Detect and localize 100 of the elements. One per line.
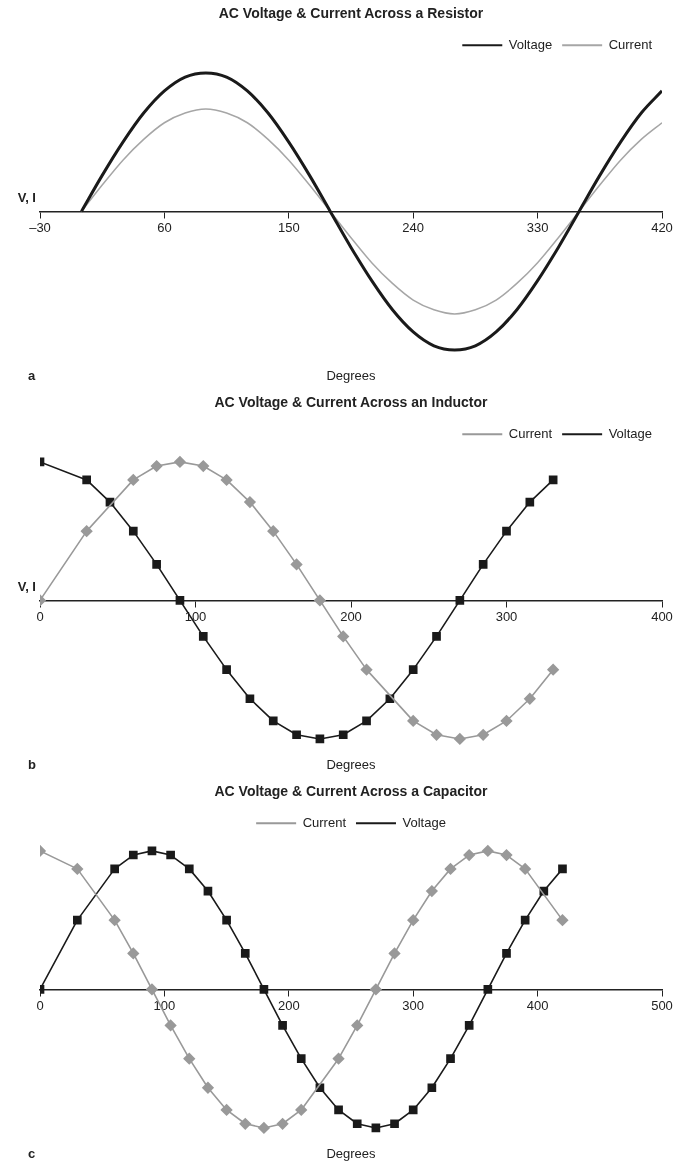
x-tick-label: 200 bbox=[340, 608, 362, 624]
point bbox=[296, 1054, 306, 1063]
point bbox=[464, 1021, 474, 1030]
x-tick-label: 100 bbox=[153, 997, 176, 1013]
point bbox=[519, 863, 531, 875]
point bbox=[432, 632, 441, 641]
point bbox=[463, 849, 475, 861]
point bbox=[278, 1021, 287, 1030]
point bbox=[220, 1104, 233, 1116]
x-tick-label: 200 bbox=[277, 997, 300, 1013]
legend-label: Current bbox=[608, 36, 653, 52]
point bbox=[239, 1117, 252, 1130]
point bbox=[267, 525, 280, 537]
point bbox=[370, 983, 382, 996]
legend-label: Voltage bbox=[508, 36, 553, 52]
point bbox=[110, 864, 119, 874]
point bbox=[482, 845, 494, 857]
point bbox=[426, 885, 438, 897]
point bbox=[408, 665, 418, 674]
x-tick-label: 500 bbox=[651, 997, 673, 1013]
point bbox=[198, 632, 208, 641]
point bbox=[407, 715, 419, 727]
point bbox=[408, 1105, 418, 1115]
x-tick-label: 330 bbox=[526, 219, 549, 235]
point bbox=[290, 558, 303, 571]
point bbox=[351, 1019, 364, 1032]
point bbox=[259, 985, 269, 994]
chart-title: AC Voltage & Current Across a Resistor bbox=[218, 5, 484, 22]
point bbox=[444, 863, 457, 875]
text: b bbox=[28, 757, 36, 773]
x-tick-label: 0 bbox=[36, 997, 44, 1013]
point bbox=[240, 949, 250, 958]
point bbox=[454, 733, 466, 745]
x-tick-label: 0 bbox=[36, 608, 44, 624]
point bbox=[455, 596, 465, 605]
point bbox=[500, 849, 513, 861]
point bbox=[362, 716, 371, 726]
point bbox=[276, 1117, 289, 1130]
chart-title: AC Voltage & Current Across an Inductor bbox=[214, 394, 489, 411]
point bbox=[222, 915, 231, 925]
point bbox=[338, 730, 348, 740]
point bbox=[127, 474, 140, 486]
point bbox=[334, 1105, 343, 1115]
point bbox=[127, 947, 140, 960]
legend-label: Voltage bbox=[402, 814, 446, 830]
point bbox=[222, 665, 231, 674]
point bbox=[202, 1081, 214, 1094]
point bbox=[524, 692, 536, 705]
text: c bbox=[28, 1146, 36, 1162]
point bbox=[146, 983, 158, 996]
point bbox=[128, 850, 138, 860]
legend-label: Current bbox=[508, 425, 553, 441]
point bbox=[337, 630, 350, 643]
point bbox=[427, 1083, 437, 1093]
point bbox=[295, 1104, 308, 1116]
point bbox=[407, 914, 419, 926]
point bbox=[80, 525, 93, 537]
point bbox=[245, 694, 255, 704]
point bbox=[71, 863, 84, 875]
point bbox=[390, 1119, 399, 1129]
point bbox=[446, 1054, 455, 1063]
x-tick-label: 300 bbox=[402, 997, 425, 1013]
point bbox=[258, 1122, 270, 1134]
point bbox=[108, 914, 121, 926]
point bbox=[220, 474, 233, 486]
point bbox=[547, 663, 559, 676]
point bbox=[72, 915, 82, 925]
x-tick-label: 420 bbox=[651, 219, 673, 235]
point bbox=[314, 594, 326, 607]
point bbox=[292, 730, 301, 740]
x-tick-label: 60 bbox=[157, 219, 172, 235]
point bbox=[388, 947, 401, 960]
x-tick-label: 400 bbox=[526, 997, 549, 1013]
point bbox=[477, 728, 489, 741]
y-axis-title: V, I bbox=[17, 190, 36, 206]
point bbox=[478, 560, 488, 569]
legend-label: Voltage bbox=[608, 425, 652, 441]
x-tick-label: 240 bbox=[402, 219, 425, 235]
point bbox=[556, 914, 569, 926]
x-tick-label: –30 bbox=[29, 219, 51, 235]
x-axis-title: Degrees bbox=[326, 757, 377, 773]
y-axis-title: V, I bbox=[17, 579, 36, 595]
point bbox=[82, 475, 91, 485]
text: a bbox=[28, 368, 36, 384]
point bbox=[244, 496, 256, 508]
point bbox=[352, 1119, 362, 1129]
point bbox=[332, 1052, 345, 1065]
point bbox=[174, 456, 186, 468]
point bbox=[525, 497, 535, 507]
x-axis-title: Degrees bbox=[326, 368, 377, 384]
point bbox=[268, 716, 278, 726]
point bbox=[502, 526, 511, 536]
point bbox=[164, 1019, 177, 1032]
point bbox=[430, 728, 443, 741]
point bbox=[558, 864, 567, 874]
point bbox=[150, 460, 163, 472]
point bbox=[360, 663, 373, 676]
point bbox=[197, 460, 210, 472]
chart-title: AC Voltage & Current Across a Capacitor bbox=[214, 783, 489, 800]
point bbox=[502, 949, 511, 958]
